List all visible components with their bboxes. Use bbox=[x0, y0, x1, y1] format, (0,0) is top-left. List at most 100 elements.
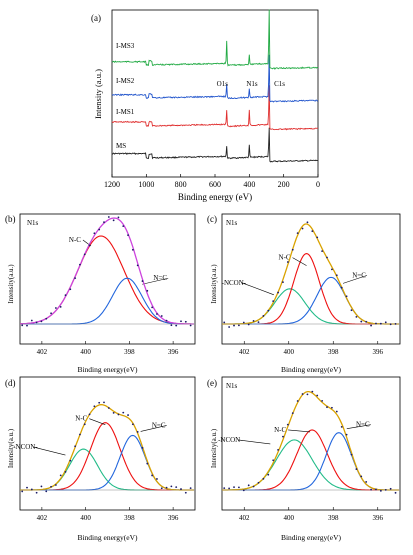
n1s-data-point bbox=[384, 321, 387, 324]
n1s-component-curve bbox=[20, 434, 194, 491]
survey-x-axis-label: Binding energy (eV) bbox=[178, 192, 252, 202]
n1s-data-point bbox=[252, 485, 255, 488]
n1s-data-point bbox=[375, 322, 377, 325]
n1s-data-point bbox=[277, 448, 279, 451]
n1s-data-point bbox=[175, 324, 178, 327]
n1s-data-point bbox=[311, 230, 314, 233]
n1s-data-point bbox=[301, 227, 304, 230]
n1s-data-point bbox=[350, 309, 353, 312]
n1s-data-point bbox=[45, 490, 48, 493]
n1s-component-curve bbox=[222, 439, 399, 491]
survey-series-label: I-MS3 bbox=[116, 42, 135, 50]
n1s-envelope-curve bbox=[20, 217, 194, 325]
survey-series-line bbox=[111, 9, 319, 70]
n1s-data-point bbox=[370, 324, 372, 327]
n1s-data-point bbox=[136, 431, 139, 433]
n1s-panel-label: (e) bbox=[207, 378, 217, 388]
survey-series-label: MS bbox=[116, 142, 126, 150]
survey-series-line bbox=[111, 54, 319, 103]
n1s-data-point bbox=[267, 309, 270, 312]
n1s-data-point bbox=[321, 399, 324, 402]
n1s-data-point bbox=[160, 315, 163, 317]
n1s-component-curve bbox=[20, 277, 194, 325]
n1s-data-point bbox=[54, 307, 57, 309]
n1s-data-point bbox=[350, 453, 353, 456]
survey-x-tick-label: 600 bbox=[209, 180, 221, 189]
n1s-data-point bbox=[131, 248, 134, 251]
n1s-data-point bbox=[30, 488, 33, 491]
n1s-data-point bbox=[247, 484, 250, 487]
n1s-data-point bbox=[311, 390, 314, 393]
n1s-data-point bbox=[40, 320, 43, 323]
n1s-frame bbox=[221, 213, 401, 345]
n1s-data-point bbox=[242, 321, 245, 324]
n1s-label-arrow bbox=[292, 257, 307, 266]
n1s-y-axis-label: Intensity(a.u.) bbox=[7, 428, 15, 468]
n1s-label-arrow bbox=[140, 425, 167, 432]
n1s-data-point bbox=[122, 411, 125, 414]
n1s-data-point bbox=[286, 261, 289, 263]
n1s-data-point bbox=[282, 281, 284, 284]
survey-x-tick-label: 800 bbox=[175, 180, 187, 189]
n1s-title: N1s bbox=[226, 219, 238, 227]
survey-series-label: I-MS2 bbox=[116, 77, 135, 85]
n1s-y-axis-label: Intensity(a.u.) bbox=[210, 428, 218, 468]
n1s-title: N1s bbox=[27, 219, 39, 227]
n1s-component-label: -NCON- bbox=[13, 443, 38, 451]
n1s-data-point bbox=[26, 486, 28, 489]
n1s-data-point bbox=[69, 288, 72, 291]
n1s-data-point bbox=[370, 488, 372, 491]
n1s-data-point bbox=[136, 264, 139, 267]
n1s-data-point bbox=[127, 234, 129, 237]
n1s-data-point bbox=[112, 219, 115, 222]
survey-peak-label: O1s bbox=[217, 80, 229, 88]
n1s-label-arrow bbox=[288, 429, 311, 433]
n1s-data-point bbox=[74, 277, 77, 280]
n1s-data-point bbox=[272, 459, 275, 462]
n1s-data-point bbox=[326, 256, 328, 259]
n1s-y-axis-label: Intensity(a.u.) bbox=[7, 264, 15, 304]
n1s-data-point bbox=[184, 491, 187, 494]
n1s-label-arrow bbox=[142, 277, 169, 285]
survey-series-line bbox=[112, 127, 319, 163]
n1s-data-point bbox=[93, 232, 96, 235]
n1s-data-point bbox=[365, 481, 368, 483]
n1s-data-point bbox=[45, 317, 48, 320]
n1s-data-point bbox=[98, 401, 101, 404]
n1s-label-arrow bbox=[33, 446, 66, 456]
n1s-component-label: N-C bbox=[69, 236, 81, 244]
n1s-data-point bbox=[165, 486, 168, 489]
n1s-data-point bbox=[321, 250, 324, 253]
n1s-data-point bbox=[379, 322, 382, 325]
n1s-data-point bbox=[59, 474, 62, 477]
n1s-data-point bbox=[257, 321, 260, 324]
n1s-data-point bbox=[184, 320, 187, 323]
n1s-data-point bbox=[107, 216, 110, 218]
n1s-data-point bbox=[165, 319, 168, 322]
n1s-x-axis-label: Binding energy(eV) bbox=[77, 365, 138, 374]
n1s-data-point bbox=[189, 487, 192, 490]
n1s-frame bbox=[19, 213, 196, 345]
n1s-data-point bbox=[88, 413, 91, 416]
n1s-data-point bbox=[379, 489, 382, 492]
n1s-data-point bbox=[156, 478, 158, 480]
n1s-data-point bbox=[355, 468, 358, 470]
n1s-component-curve bbox=[222, 288, 399, 325]
n1s-x-tick-label: 402 bbox=[239, 514, 250, 522]
n1s-data-point bbox=[257, 481, 260, 484]
n1s-data-point bbox=[365, 320, 368, 323]
n1s-data-point bbox=[316, 236, 319, 239]
n1s-data-point bbox=[296, 400, 299, 402]
n1s-frame bbox=[221, 376, 401, 511]
n1s-data-point bbox=[21, 324, 24, 327]
n1s-data-point bbox=[296, 232, 299, 234]
n1s-panel: (d) 402 400 398 396 Binding energy(eV) Intensi… bbox=[5, 376, 196, 542]
n1s-data-point bbox=[160, 487, 163, 490]
n1s-x-tick-label: 396 bbox=[373, 348, 384, 356]
n1s-data-point bbox=[180, 320, 182, 323]
n1s-data-point bbox=[26, 324, 28, 327]
n1s-data-point bbox=[238, 324, 240, 327]
n1s-x-tick-label: 400 bbox=[284, 348, 295, 356]
n1s-data-point bbox=[98, 228, 101, 231]
